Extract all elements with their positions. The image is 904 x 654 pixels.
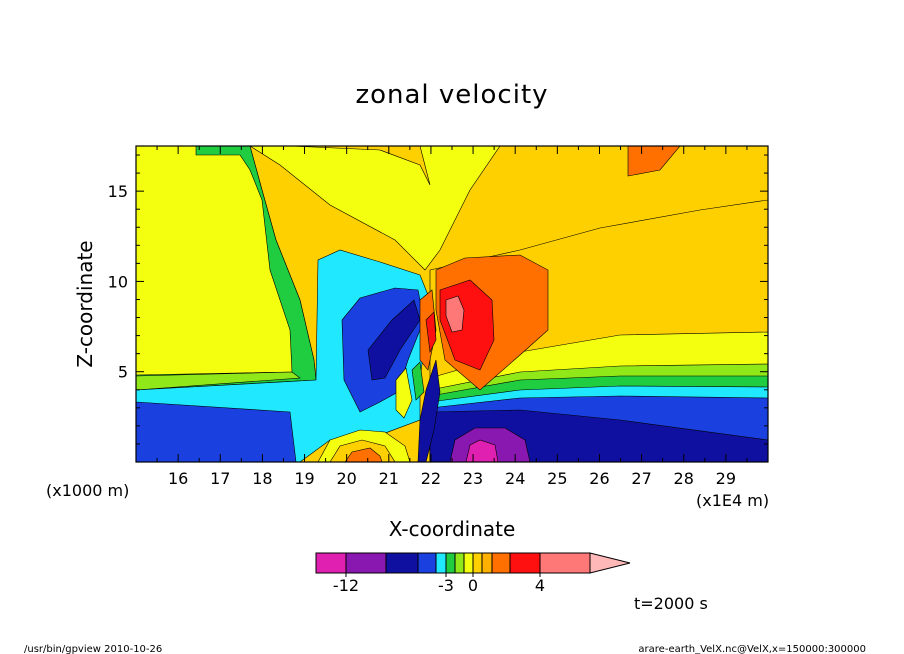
colorbar-box <box>472 552 483 574</box>
field-top-orange-patch <box>289 146 431 186</box>
y-tick-label: 5 <box>118 363 128 382</box>
footer-left: /usr/bin/gpview 2010-10-26 <box>24 644 162 654</box>
field-slope-darkblue <box>417 359 441 462</box>
colorbar-box <box>345 552 387 574</box>
colorbar-box <box>445 552 456 574</box>
field-blue-layer-left <box>136 401 297 462</box>
x-tick-label: 23 <box>463 469 483 488</box>
x-tick-label: 22 <box>421 469 441 488</box>
colorbar-box <box>435 552 447 574</box>
field-lightgreen-slice <box>136 371 301 391</box>
colorbar-label: -3 <box>438 576 454 595</box>
colorbar-box <box>491 552 511 574</box>
field-pink-core <box>445 295 465 333</box>
x-tick-label: 27 <box>631 469 651 488</box>
colorbar-box <box>454 552 465 574</box>
colorbar: -12 -3 0 4 <box>315 552 631 595</box>
x-unit-left: (x1000 m) <box>46 481 129 500</box>
colorbar-label: 4 <box>535 576 545 595</box>
chart-title: zonal velocity <box>355 80 548 110</box>
colorbar-label: 0 <box>468 576 478 595</box>
x-tick-label: 26 <box>589 469 609 488</box>
field-bottom-deeporange <box>344 447 383 462</box>
x-axis-ticks: 16 17 18 19 20 21 22 23 24 25 26 27 28 29 <box>156 146 748 488</box>
x-tick-label: 16 <box>168 469 188 488</box>
x-tick-label: 24 <box>505 469 525 488</box>
y-axis-ticks: 5 10 15 <box>108 154 768 445</box>
field-central-green <box>411 361 425 401</box>
colorbar-box <box>385 552 419 574</box>
colorbar-box <box>481 552 493 574</box>
field-darkblue-lobe <box>367 299 421 381</box>
x-tick-label: 21 <box>379 469 399 488</box>
field-upper-yellow <box>249 146 501 271</box>
footer-right: arare-earth_VelX.nc@VelX,x=150000:300000 <box>638 644 866 654</box>
field-magenta-core <box>465 439 499 462</box>
x-tick-label: 20 <box>336 469 356 488</box>
colorbar-box <box>417 552 437 574</box>
field-central-red <box>425 311 437 354</box>
time-annotation: t=2000 s <box>634 594 708 613</box>
y-tick-label: 15 <box>108 182 128 201</box>
x-tick-label: 18 <box>252 469 272 488</box>
x-tick-label: 19 <box>294 469 314 488</box>
x-axis-label: X-coordinate <box>389 517 516 541</box>
colorbar-box <box>315 552 347 574</box>
x-tick-label: 29 <box>716 469 736 488</box>
field-top-right-patch <box>627 146 681 177</box>
colorbar-box <box>463 552 474 574</box>
colorbar-box <box>509 552 541 574</box>
plot-area <box>136 146 768 462</box>
colorbar-box <box>539 552 591 574</box>
x-tick-label: 17 <box>210 469 230 488</box>
y-axis-label: Z-coordinate <box>73 240 97 367</box>
colorbar-arrow <box>589 552 631 574</box>
field-central-yellow <box>395 367 413 419</box>
x-tick-label: 28 <box>674 469 694 488</box>
x-tick-label: 25 <box>547 469 567 488</box>
y-tick-label: 10 <box>108 272 128 291</box>
field-green-band <box>136 146 317 391</box>
x-unit-right: (x1E4 m) <box>696 491 769 510</box>
colorbar-label: -12 <box>333 576 359 595</box>
